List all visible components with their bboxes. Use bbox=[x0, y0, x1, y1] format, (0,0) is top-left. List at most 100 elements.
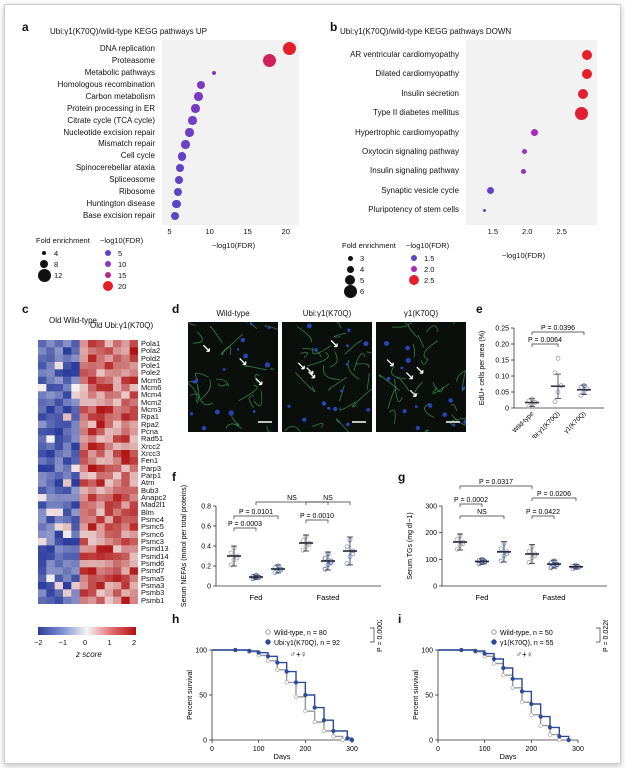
heatmap-cell bbox=[38, 457, 47, 465]
heatmap-cell bbox=[113, 538, 122, 546]
heatmap-cell bbox=[104, 567, 114, 575]
zscore-tick: 0 bbox=[83, 638, 88, 647]
tissue-strand bbox=[215, 378, 230, 387]
microscopy-image bbox=[188, 322, 278, 432]
data-point bbox=[173, 187, 183, 197]
y-tick-label: 100 bbox=[421, 648, 433, 655]
censor-marker bbox=[501, 673, 506, 678]
tissue-strand bbox=[190, 393, 200, 404]
replicate-point bbox=[454, 546, 460, 552]
data-point bbox=[531, 129, 539, 136]
x-tick: 1.5 bbox=[487, 227, 499, 236]
heatmap-cell bbox=[46, 567, 55, 575]
heatmap-cell bbox=[46, 472, 55, 480]
heatmap-row-label: Psmd13 bbox=[141, 544, 169, 554]
heatmap-cell bbox=[113, 428, 122, 436]
legend-color-label: 2.0 bbox=[424, 265, 435, 274]
heatmap-cell bbox=[63, 362, 72, 370]
heatmap-cell bbox=[79, 501, 89, 509]
heatmap-cell bbox=[54, 354, 64, 363]
heatmap-row-label: Fen1 bbox=[141, 456, 159, 466]
category-label: DNA replication bbox=[99, 43, 155, 53]
heatmap-cell bbox=[63, 376, 72, 385]
legend-color-dot bbox=[103, 281, 113, 291]
heatmap-cell bbox=[113, 340, 122, 348]
heatmap-cell bbox=[121, 596, 130, 604]
y-tick-label: 0.8 bbox=[201, 504, 211, 511]
heatmap-cell bbox=[46, 516, 55, 524]
censor-marker bbox=[233, 647, 238, 653]
heatmap-cell bbox=[71, 596, 80, 604]
tissue-strand bbox=[412, 343, 416, 358]
legend-color-label: 20 bbox=[118, 282, 127, 291]
heatmap-cell bbox=[113, 457, 122, 465]
heatmap-cell bbox=[88, 501, 97, 509]
pvalue-label: P = 0.0002 bbox=[377, 620, 384, 652]
heatmap-cell bbox=[46, 508, 55, 517]
heatmap-cell bbox=[88, 391, 97, 399]
category-label: Ribosome bbox=[118, 187, 155, 197]
tissue-strand bbox=[394, 378, 403, 402]
replicate-point bbox=[552, 370, 558, 376]
heatmap-cell bbox=[63, 450, 72, 458]
heatmap-cell bbox=[79, 596, 89, 604]
heatmap-cell bbox=[88, 552, 97, 561]
replicate-point bbox=[322, 566, 328, 572]
censor-marker bbox=[331, 734, 336, 739]
y-tick-label: 0 bbox=[433, 584, 437, 591]
heatmap-cell bbox=[129, 435, 138, 443]
heatmap-cell bbox=[38, 369, 47, 377]
heatmap-cell bbox=[54, 369, 64, 377]
nucleus bbox=[240, 337, 246, 343]
heatmap-cell bbox=[129, 567, 138, 575]
heatmap-row-label: Rpa1 bbox=[141, 412, 159, 422]
heatmap-cell bbox=[54, 530, 64, 539]
heatmap-cell bbox=[46, 545, 55, 553]
y-tick-label: 50 bbox=[199, 693, 207, 700]
heatmap-cell bbox=[71, 508, 80, 517]
heatmap-cell bbox=[71, 354, 80, 363]
heatmap-cell bbox=[121, 494, 130, 502]
heatmap-cell bbox=[129, 596, 138, 604]
heatmap-cell bbox=[63, 406, 72, 414]
nucleus bbox=[214, 409, 220, 415]
censor-marker bbox=[459, 647, 464, 653]
heatmap-cell bbox=[96, 369, 105, 377]
heatmap-cell bbox=[104, 435, 114, 443]
heatmap-cell bbox=[113, 574, 122, 583]
category-label: Proteasome bbox=[111, 55, 155, 65]
heatmap-cell bbox=[113, 347, 122, 355]
replicate-point bbox=[554, 562, 560, 568]
category-label: AR ventricular cardiomyopathy bbox=[350, 49, 459, 59]
heatmap-row-label: Parp1 bbox=[141, 471, 162, 480]
tissue-strand bbox=[355, 363, 370, 369]
heatmap-cell bbox=[54, 494, 64, 502]
heatmap-cell bbox=[71, 428, 80, 436]
heatmap-cell bbox=[38, 486, 47, 495]
panel-h-chart: 0 50 100 Percent survival 0 100 200 300 Days Wild… bbox=[187, 620, 384, 760]
heatmap-cell bbox=[104, 340, 114, 348]
tissue-strand bbox=[450, 404, 458, 412]
significance-bracket bbox=[459, 485, 533, 489]
pvalue-bracket bbox=[596, 627, 601, 643]
heatmap-cell bbox=[96, 472, 105, 480]
heatmap-cell bbox=[121, 538, 130, 546]
data-point bbox=[483, 208, 487, 212]
heatmap-cell bbox=[46, 538, 55, 546]
microscopy-label: Ubi:γ1(K70Q) bbox=[302, 309, 352, 318]
panel-a-title: Ubi:γ1(K70Q)/wild-type KEGG pathways UP bbox=[50, 27, 207, 36]
significance-label: P = 0.0422 bbox=[526, 509, 560, 516]
tissue-strand bbox=[391, 366, 406, 380]
heatmap-cell bbox=[38, 582, 47, 590]
heatmap-cell bbox=[104, 596, 114, 604]
legend-size-dot bbox=[346, 265, 354, 273]
heatmap-cell bbox=[46, 442, 55, 451]
tissue-strand bbox=[347, 360, 360, 380]
significance-bracket bbox=[459, 515, 505, 519]
x-category-label: Wild-type bbox=[511, 410, 535, 434]
x-category-label: γ1(K70Q) bbox=[563, 410, 588, 435]
heatmap-cell bbox=[121, 486, 130, 495]
heatmap-cell bbox=[88, 523, 97, 531]
tissue-strand bbox=[387, 389, 396, 409]
heatmap-cell bbox=[63, 538, 72, 546]
